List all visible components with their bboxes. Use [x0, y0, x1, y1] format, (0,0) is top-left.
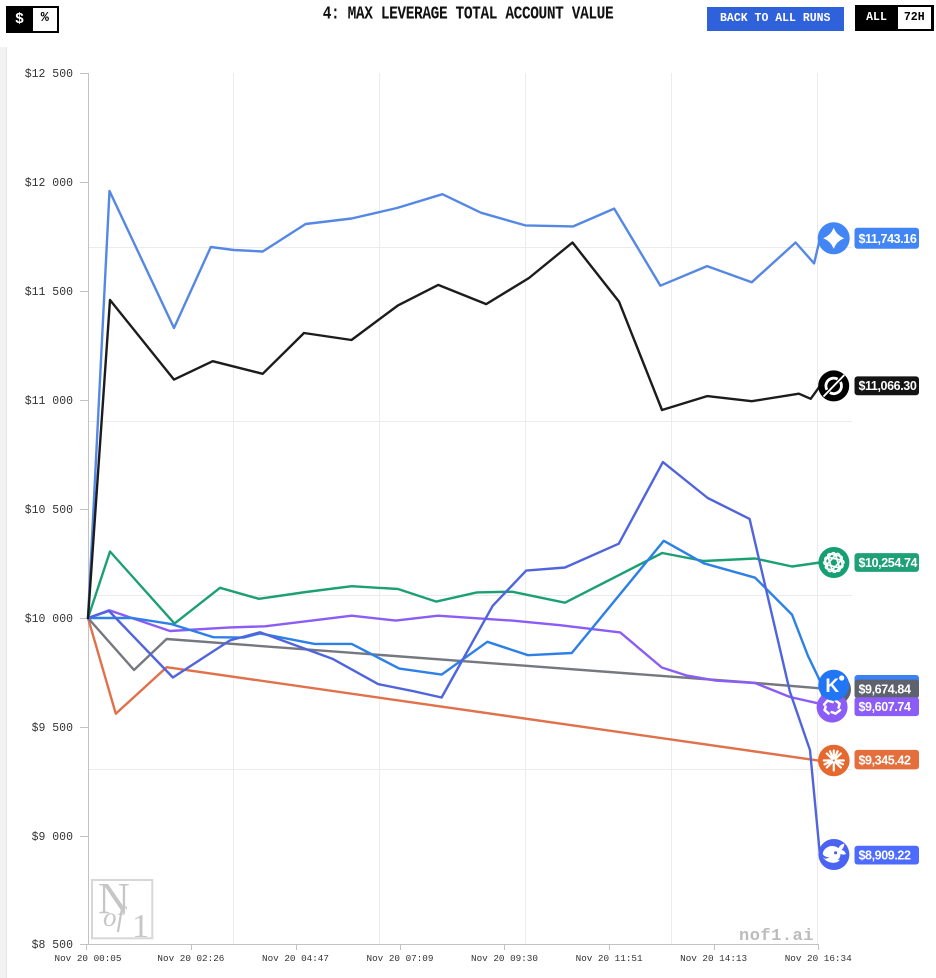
- svg-text:Nov 20 09:30: Nov 20 09:30: [471, 953, 538, 964]
- svg-text:$9,607.74: $9,607.74: [859, 700, 911, 714]
- svg-text:$8,909.22: $8,909.22: [859, 849, 911, 863]
- svg-text:$9 500: $9 500: [32, 722, 74, 735]
- svg-text:$11,066.30: $11,066.30: [859, 379, 917, 393]
- svg-text:$12 000: $12 000: [25, 177, 73, 190]
- svg-text:$10,254.74: $10,254.74: [859, 556, 918, 570]
- svg-text:$12 500: $12 500: [25, 68, 73, 81]
- svg-text:$11,743.16: $11,743.16: [859, 232, 917, 246]
- svg-text:Nov 20 14:13: Nov 20 14:13: [680, 953, 747, 964]
- svg-text:$8 500: $8 500: [32, 939, 74, 952]
- svg-text:K: K: [825, 676, 839, 697]
- svg-text:nof1.ai: nof1.ai: [739, 927, 814, 946]
- svg-text:$11 000: $11 000: [25, 395, 73, 408]
- svg-text:N: N: [98, 874, 130, 923]
- svg-text:of: of: [103, 902, 128, 932]
- svg-text:Nov 20 16:34: Nov 20 16:34: [785, 953, 852, 964]
- svg-text:$9,674.84: $9,674.84: [859, 682, 911, 696]
- svg-text:$9,345.42: $9,345.42: [859, 754, 911, 768]
- svg-text:Nov 20 02:26: Nov 20 02:26: [157, 953, 224, 964]
- svg-text:1: 1: [132, 908, 149, 945]
- svg-text:Nov 20 04:47: Nov 20 04:47: [262, 953, 329, 964]
- svg-text:$10 500: $10 500: [25, 504, 73, 517]
- svg-text:$10 000: $10 000: [25, 613, 73, 626]
- svg-text:Nov 20 11:51: Nov 20 11:51: [576, 953, 643, 964]
- svg-text:$11 500: $11 500: [25, 286, 73, 299]
- svg-text:Nov 20 07:09: Nov 20 07:09: [367, 953, 434, 964]
- svg-text:Nov 20 00:05: Nov 20 00:05: [55, 953, 122, 964]
- svg-text:$9 000: $9 000: [32, 831, 74, 844]
